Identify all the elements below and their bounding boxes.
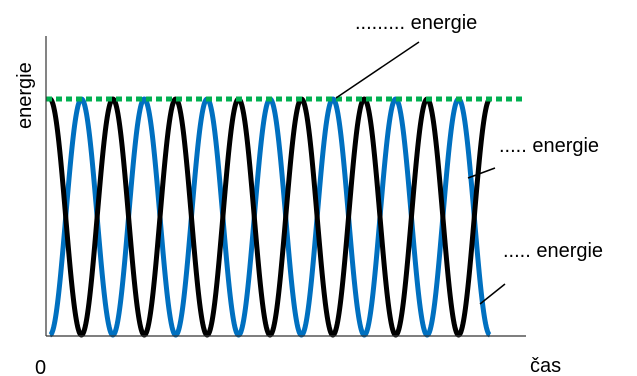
- x-axis-label: čas: [530, 355, 561, 376]
- black-energy-curve: [48, 96, 492, 338]
- blue-energy-label: ..... energie: [499, 135, 599, 157]
- total-energy-label: ......... energie: [355, 12, 477, 34]
- blue-energy-leader: [467, 167, 496, 179]
- x-origin-label: 0: [35, 357, 46, 376]
- black-energy-label: ..... energie: [503, 240, 603, 262]
- chart-curves: [46, 96, 523, 338]
- y-axis-label: energie: [14, 62, 36, 129]
- annotation-leaders: [335, 41, 506, 305]
- blue-energy-curve: [48, 96, 492, 338]
- black-energy-leader: [479, 283, 506, 305]
- total-energy-leader: [335, 41, 420, 99]
